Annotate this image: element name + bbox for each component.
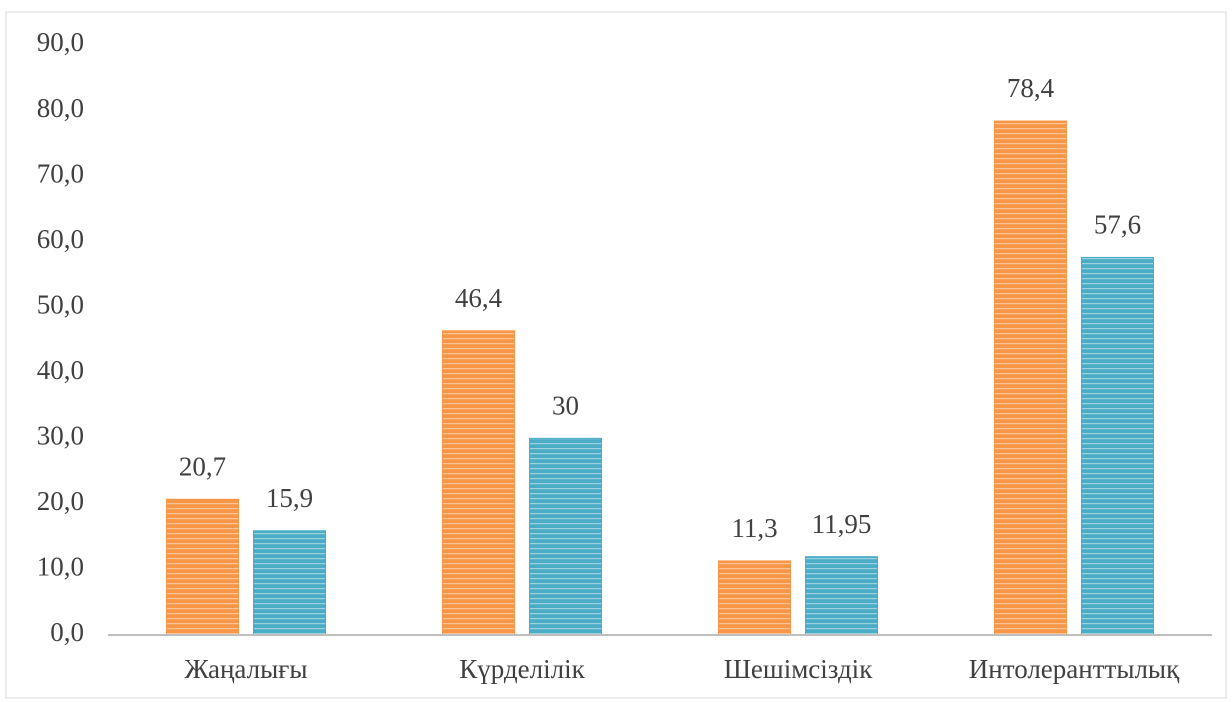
y-tick-label: 40,0 xyxy=(37,355,84,385)
y-tick-label: 20,0 xyxy=(37,486,84,516)
value-label: 30 xyxy=(552,391,579,421)
y-tick-label: 0,0 xyxy=(50,617,84,647)
y-tick-label: 60,0 xyxy=(37,224,84,254)
y-tick-label: 10,0 xyxy=(37,552,84,582)
value-label: 46,4 xyxy=(455,283,503,313)
x-tick-label: Күрделілік xyxy=(459,654,585,684)
bar xyxy=(166,498,239,636)
value-label: 20,7 xyxy=(179,452,226,482)
value-label: 15,9 xyxy=(266,483,313,513)
x-tick-label: Жаңалығы xyxy=(184,654,307,684)
value-label: 57,6 xyxy=(1094,210,1141,240)
y-tick-label: 30,0 xyxy=(37,421,84,451)
value-label: 78,4 xyxy=(1007,73,1055,103)
x-tick-label: Интолеранттылық xyxy=(969,654,1180,684)
bar xyxy=(805,556,878,636)
bar xyxy=(529,437,602,636)
y-tick-label: 80,0 xyxy=(37,93,84,123)
bar xyxy=(253,530,326,636)
y-tick-label: 50,0 xyxy=(37,289,84,319)
y-tick-label: 90,0 xyxy=(37,27,84,57)
bar xyxy=(718,560,791,636)
bar xyxy=(442,330,515,636)
value-label: 11,95 xyxy=(812,509,872,539)
value-label: 11,3 xyxy=(731,513,777,543)
bar xyxy=(1081,256,1154,636)
y-tick-label: 70,0 xyxy=(37,158,84,188)
x-tick-label: Шешімсіздік xyxy=(724,654,874,684)
bar xyxy=(994,120,1067,636)
chart-frame xyxy=(5,11,1227,699)
